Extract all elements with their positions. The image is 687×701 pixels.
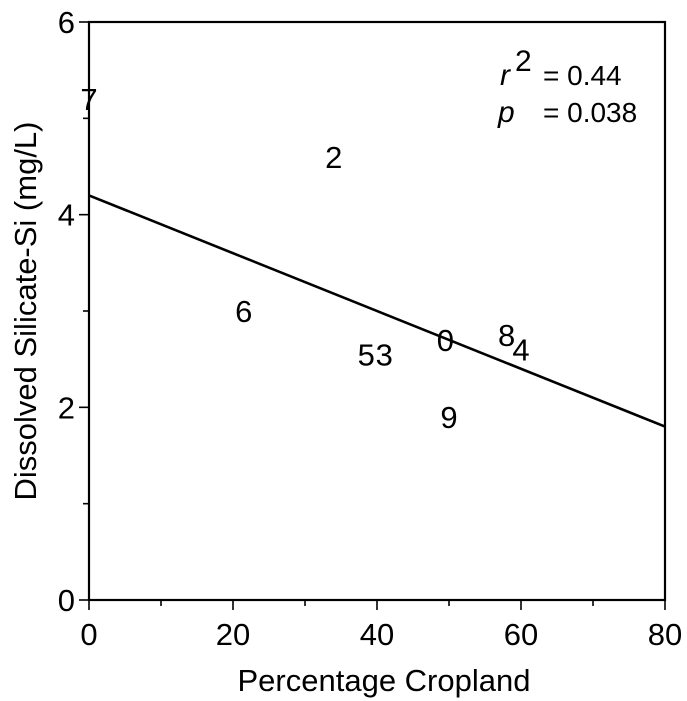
r-squared-value: = 0.44 [543,60,622,91]
data-point-label: 7 [80,82,97,117]
data-point-label: 8 [498,318,515,353]
stats-annotation: r 2 = 0.44 p = 0.038 [497,45,637,129]
x-tick-label: 40 [360,617,394,652]
p-value: = 0.038 [543,97,637,128]
regression-line [88,194,666,428]
x-tick-label: 0 [80,617,97,652]
data-point-label: 2 [325,140,342,175]
data-point-label: 3 [376,337,393,372]
y-tick-label: 2 [58,390,75,425]
x-tick-label: 20 [216,617,250,652]
data-point-label: 5 [358,337,375,372]
data-points: 7 2 6 5 3 0 84 9 [80,82,529,435]
data-point-label: 9 [440,400,457,435]
x-axis-title: Percentage Cropland [238,663,531,698]
y-tick-label: 4 [58,198,75,233]
y-tick-label: 6 [58,5,75,40]
data-point-label: 6 [235,294,252,329]
p-symbol: p [497,96,515,129]
r-exponent: 2 [515,45,532,78]
x-tick-label: 80 [648,617,682,652]
x-tick-label: 60 [504,617,538,652]
data-point-label: 4 [512,333,529,368]
data-point-label: 0 [437,323,454,358]
y-axis-title: Dissolved Silicate-Si (mg/L) [8,122,43,501]
r-symbol: r [500,59,511,92]
y-tick-label: 0 [58,583,75,618]
axis-ticks [79,21,666,610]
